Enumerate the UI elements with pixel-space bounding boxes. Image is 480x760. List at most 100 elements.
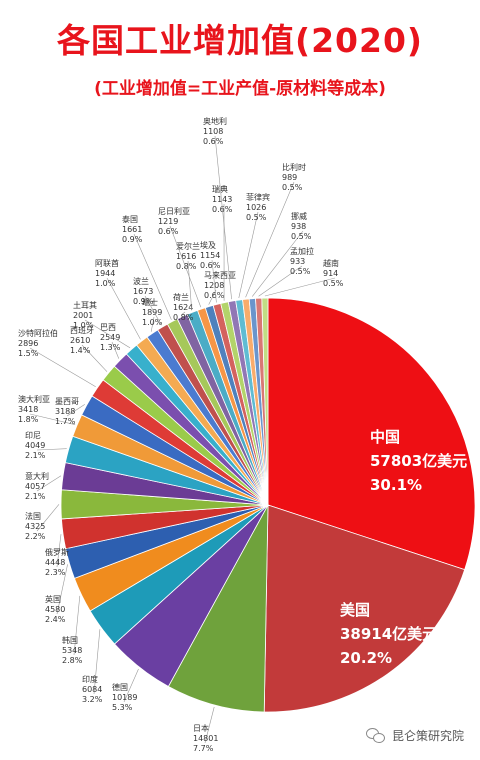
slice-label-30-line-3: 0.5% (282, 183, 303, 192)
slice-label-9-line-3: 2.2% (25, 532, 46, 541)
slice-label-1-line-3: 30.1% (370, 476, 422, 494)
slice-label-18-line-3: 1.0% (95, 279, 116, 288)
leader-line-10 (36, 475, 62, 492)
slice-label-22-line-2: 1624 (173, 303, 193, 312)
slice-label-15-line-2: 2610 (70, 336, 90, 345)
slice-label-27-line-2: 1143 (212, 195, 232, 204)
slice-label-25-line-1: 马来西亚 (204, 271, 236, 280)
slice-label-29-line-3: 0.5% (246, 213, 267, 222)
slice-label-28-line-3: 0.6% (203, 137, 224, 146)
leader-line-11 (36, 448, 67, 451)
slice-label-3-line-3: 7.7% (193, 744, 214, 753)
slice-label-2-line-2: 38914亿美元 (340, 625, 437, 643)
slice-label-31-line-1: 挪威 (291, 211, 307, 221)
leader-line-19 (150, 316, 155, 332)
slice-label-15-line-3: 1.4% (70, 346, 91, 355)
leader-line-21 (133, 233, 172, 320)
slice-label-19-line-3: 1.0% (142, 318, 163, 327)
slice-label-31-line-2: 938 (291, 222, 306, 231)
slice-label-8-line-1: 俄罗斯 (45, 547, 69, 557)
slice-label-14-line-1: 沙特阿拉伯 (18, 328, 58, 338)
slice-label-23-line-1: 爱尔兰 (176, 241, 200, 251)
slice-label-13-line-2: 3188 (55, 407, 75, 416)
slice-label-11-line-2: 4049 (25, 441, 45, 450)
slice-label-28-line-2: 1108 (203, 127, 223, 136)
slice-label-24-line-2: 1219 (158, 217, 178, 226)
slice-label-29-line-1: 菲律宾 (246, 192, 270, 202)
slice-label-22-line-3: 0.8% (173, 313, 194, 322)
slice-label-11-line-3: 2.1% (25, 451, 46, 460)
leader-line-6 (73, 595, 81, 656)
watermark: 昆仑策研究院 (361, 725, 468, 746)
slice-label-9-line-1: 法国 (25, 511, 41, 521)
slice-label-33-line-1: 越南 (323, 258, 339, 268)
slice-label-19-line-1: 瑞士 (142, 297, 158, 307)
slice-label-8-line-3: 2.3% (45, 568, 66, 577)
pie-slice-33 (261, 297, 269, 506)
slice-label-21-line-1: 泰国 (122, 214, 138, 224)
leader-line-17 (84, 319, 131, 349)
slice-label-23-line-2: 1616 (176, 252, 196, 261)
leader-line-9 (36, 504, 60, 532)
slice-label-20-line-2: 1673 (133, 287, 153, 296)
slice-label-14-line-2: 2896 (18, 339, 38, 348)
slice-label-4-line-2: 10189 (112, 693, 137, 702)
slice-label-6-line-3: 2.8% (62, 656, 83, 665)
slice-label-3-line-2: 14801 (193, 734, 218, 743)
leader-line-26 (211, 259, 217, 303)
slice-label-16-line-1: 巴西 (100, 323, 116, 332)
leader-line-13 (66, 404, 85, 417)
leader-line-24 (169, 225, 202, 308)
leader-line-25 (208, 289, 217, 305)
slice-label-15-line-1: 西班牙 (70, 325, 94, 335)
leader-line-8 (56, 534, 62, 568)
slice-label-21-line-3: 0.9% (122, 235, 143, 244)
slice-label-26-line-1: 埃及 (200, 240, 216, 250)
slice-label-27-line-1: 瑞典 (212, 184, 228, 194)
slice-label-10-line-1: 意大利 (25, 471, 49, 481)
slice-label-4-line-3: 5.3% (112, 703, 133, 712)
leader-line-30 (245, 181, 295, 298)
slice-label-17-line-2: 2001 (73, 311, 93, 320)
leader-line-3 (204, 706, 215, 744)
slice-label-1-line-1: 中国 (370, 428, 400, 446)
leader-line-33 (264, 277, 336, 297)
pie-slice-1 (267, 297, 476, 571)
leader-line-7 (56, 564, 68, 615)
slice-label-32-line-1: 孟加拉 (290, 246, 314, 256)
slice-label-2-line-3: 20.2% (340, 649, 392, 667)
slice-label-6-line-1: 韩国 (62, 635, 78, 645)
slice-label-3-line-1: 日本 (193, 723, 209, 733)
slice-label-31-line-3: 0.5% (291, 232, 312, 241)
chart-subtitle: (工业增加值=工业产值-原材料等成本) (94, 79, 386, 99)
slice-label-32-line-3: 0.5% (290, 267, 311, 276)
slice-label-5-line-3: 3.2% (82, 695, 103, 704)
slice-label-19-line-2: 1899 (142, 308, 162, 317)
pie-slice-3 (167, 504, 269, 713)
slice-label-14-line-3: 1.5% (18, 349, 39, 358)
wechat-icon (365, 727, 386, 744)
leader-line-12 (29, 413, 76, 425)
slice-label-32-line-2: 933 (290, 257, 305, 266)
slice-label-26-line-2: 1154 (200, 251, 220, 260)
slice-label-13-line-3: 1.7% (55, 417, 76, 426)
leader-line-16 (111, 341, 120, 359)
slice-label-7-line-3: 2.4% (45, 615, 66, 624)
slice-label-30-line-1: 比利时 (282, 162, 306, 172)
leader-line-14 (29, 347, 96, 387)
slice-label-7-line-1: 英国 (45, 594, 61, 604)
slice-label-17-line-1: 土耳其 (73, 300, 97, 310)
slice-label-2-line-1: 美国 (340, 601, 370, 619)
leader-line-15 (81, 344, 108, 372)
leader-line-18 (106, 277, 141, 340)
slice-label-4-line-1: 德国 (112, 682, 128, 692)
slice-label-24-line-3: 0.6% (158, 227, 179, 236)
slice-label-33-line-2: 914 (323, 269, 338, 278)
leader-line-20 (144, 295, 162, 326)
slice-label-13-line-1: 墨西哥 (55, 397, 79, 406)
slice-label-17-line-3: 1.0% (73, 321, 94, 330)
slice-label-23-line-3: 0.8% (176, 262, 197, 271)
leader-line-5 (93, 629, 101, 695)
slice-label-10-line-2: 4057 (25, 482, 45, 491)
